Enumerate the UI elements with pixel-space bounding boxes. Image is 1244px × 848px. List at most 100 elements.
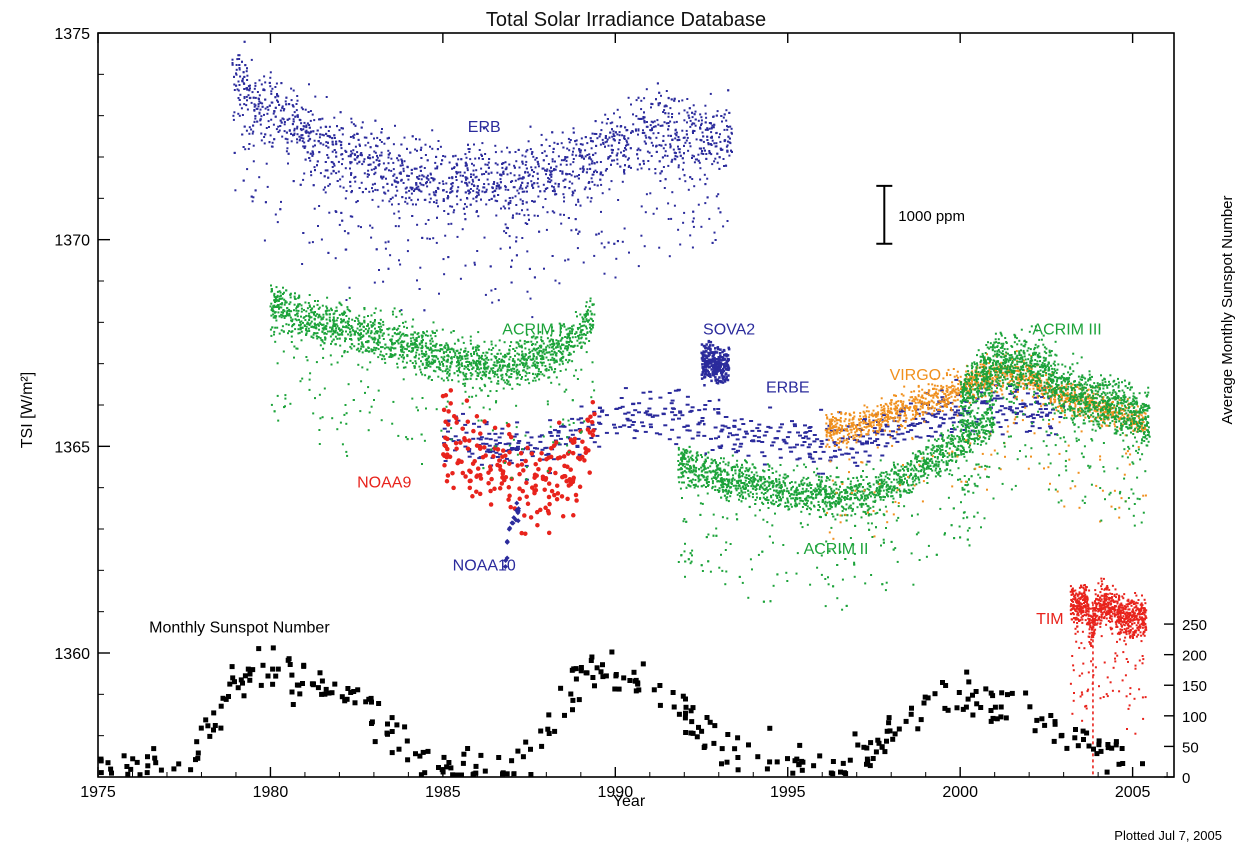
data-point — [553, 371, 556, 374]
data-point — [336, 317, 339, 319]
data-point — [322, 328, 325, 331]
data-point — [553, 188, 556, 191]
data-point — [559, 163, 562, 166]
data-point — [323, 326, 326, 329]
data-point — [637, 133, 639, 136]
data-point — [344, 167, 347, 170]
data-point — [282, 315, 285, 318]
data-point — [497, 382, 500, 385]
data-point — [401, 348, 404, 351]
data-point — [406, 174, 409, 177]
data-point — [312, 336, 315, 339]
data-point — [244, 148, 247, 151]
data-point — [462, 378, 465, 381]
data-point — [664, 150, 667, 153]
data-point — [249, 87, 251, 90]
data-point — [509, 462, 514, 465]
data-point — [663, 187, 666, 189]
data-point — [521, 154, 524, 157]
data-point — [451, 182, 454, 185]
data-point — [627, 157, 630, 160]
data-point — [274, 106, 277, 109]
data-point — [581, 329, 584, 331]
data-point — [308, 294, 311, 296]
data-point — [560, 338, 563, 341]
data-point — [485, 170, 488, 173]
data-point — [509, 356, 512, 358]
data-point — [646, 125, 649, 128]
data-point — [633, 429, 638, 432]
data-point — [507, 442, 512, 445]
data-point — [233, 83, 236, 86]
data-point — [511, 180, 514, 183]
data-point — [563, 158, 566, 161]
data-point — [308, 157, 311, 159]
data-point — [592, 140, 594, 143]
data-point — [1048, 425, 1053, 428]
data-point — [374, 349, 377, 352]
data-point — [554, 483, 560, 488]
data-point — [477, 193, 480, 196]
data-point — [451, 176, 454, 179]
data-point — [325, 312, 328, 315]
data-point — [483, 127, 485, 130]
data-point — [457, 171, 460, 174]
data-point — [346, 306, 349, 309]
data-point — [715, 114, 718, 117]
data-point — [671, 191, 674, 194]
data-point — [278, 332, 281, 335]
data-point — [410, 172, 413, 175]
data-point — [469, 372, 472, 374]
data-point — [610, 180, 613, 183]
data-point — [283, 317, 286, 319]
data-point — [490, 289, 493, 292]
data-point — [375, 159, 378, 162]
data-point — [687, 114, 690, 117]
data-point — [513, 363, 516, 366]
data-point — [300, 307, 303, 310]
data-point — [377, 330, 380, 333]
data-point — [273, 110, 276, 113]
data-point — [314, 314, 317, 317]
data-point — [655, 207, 658, 210]
data-point — [560, 159, 563, 162]
data-point — [526, 441, 531, 444]
data-point — [288, 330, 291, 333]
data-point — [298, 303, 301, 306]
data-point — [491, 191, 494, 194]
data-point — [415, 183, 418, 186]
data-point — [698, 147, 701, 150]
data-point — [483, 236, 486, 239]
data-point — [280, 200, 282, 203]
data-point — [549, 425, 552, 428]
data-point — [876, 444, 881, 446]
data-point — [515, 448, 520, 450]
data-point — [332, 324, 335, 327]
data-point — [580, 347, 583, 349]
data-point — [260, 83, 263, 86]
data-point — [380, 419, 383, 422]
data-point — [515, 365, 518, 368]
data-point — [399, 263, 402, 266]
data-point — [697, 421, 702, 424]
data-point — [258, 100, 261, 103]
data-point — [648, 423, 653, 426]
data-point — [419, 368, 422, 371]
data-point — [278, 129, 281, 132]
data-point — [546, 331, 549, 334]
data-point — [343, 413, 346, 416]
data-point — [540, 133, 543, 136]
data-point — [349, 215, 352, 218]
data-point — [400, 348, 402, 351]
data-point — [470, 361, 473, 364]
data-point — [689, 409, 694, 412]
data-point — [280, 316, 283, 319]
data-point — [253, 103, 256, 106]
data-point — [379, 139, 382, 141]
data-point — [595, 144, 598, 147]
data-point — [594, 120, 597, 123]
data-point — [738, 445, 743, 448]
data-point — [601, 192, 604, 195]
data-point — [933, 415, 938, 418]
data-point — [604, 141, 607, 144]
